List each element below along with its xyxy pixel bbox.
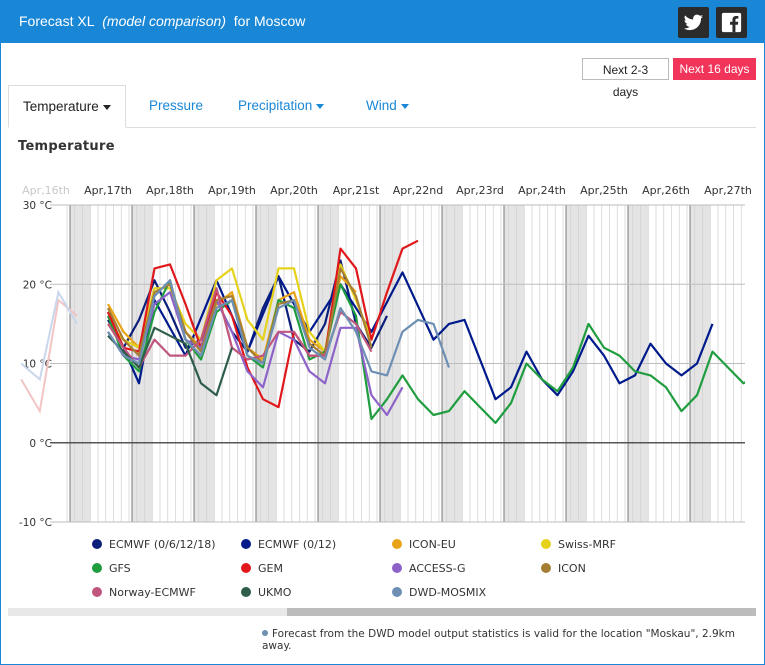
title-main: Forecast XL bbox=[19, 13, 95, 29]
legend-item[interactable]: ECMWF (0/6/12/18) bbox=[92, 538, 216, 551]
legend-marker bbox=[392, 539, 402, 549]
y-tick-label: 30 °C bbox=[23, 200, 52, 212]
legend-item[interactable]: ICON bbox=[541, 562, 586, 575]
tab-pressure[interactable]: Pressure bbox=[149, 85, 203, 127]
chevron-down-icon bbox=[400, 103, 409, 109]
temperature-chart: 30 °C 20 °C 10 °C 0 °C -10 °C Apr,16th Apr,17t… bbox=[19, 184, 752, 529]
legend-label: ACCESS-G bbox=[409, 562, 466, 575]
tab-label: Temperature bbox=[23, 99, 99, 114]
y-tick-label: 20 °C bbox=[23, 279, 52, 291]
legend-label: ICON-EU bbox=[409, 538, 456, 551]
legend-item[interactable]: ICON-EU bbox=[392, 538, 456, 551]
legend-item[interactable]: DWD-MOSMIX bbox=[392, 586, 486, 599]
chart-scrollbar-thumb[interactable] bbox=[287, 608, 756, 616]
legend-item[interactable]: ECMWF (0/12) bbox=[241, 538, 336, 551]
x-date-label: Apr,20th bbox=[270, 184, 318, 197]
legend-label: ICON bbox=[558, 562, 586, 575]
y-tick-label: -10 °C bbox=[19, 517, 52, 529]
tab-label: Precipitation bbox=[238, 98, 313, 113]
tab-label: Pressure bbox=[149, 98, 204, 113]
tab-precipitation[interactable]: Precipitation bbox=[238, 85, 325, 127]
x-date-label: Apr,21st bbox=[333, 184, 380, 197]
legend-marker bbox=[541, 563, 551, 573]
next-2-3-days-button[interactable]: Next 2-3 days bbox=[582, 58, 669, 99]
x-date-label: Apr,19th bbox=[208, 184, 256, 197]
tab-temperature[interactable]: Temperature bbox=[8, 85, 126, 128]
legend-item[interactable]: Swiss-MRF bbox=[541, 538, 616, 551]
legend-marker bbox=[241, 587, 251, 597]
y-tick-label: 10 °C bbox=[23, 359, 52, 371]
x-date-label: Apr,22nd bbox=[393, 184, 443, 197]
x-date-label: Apr,24th bbox=[518, 184, 566, 197]
x-date-label: Apr,16th bbox=[22, 184, 70, 197]
legend-label: GFS bbox=[109, 562, 131, 575]
legend-label: ECMWF (0/6/12/18) bbox=[109, 538, 216, 551]
facebook-button[interactable] bbox=[716, 7, 747, 38]
chevron-down-icon bbox=[316, 103, 325, 109]
x-date-label: Apr,23rd bbox=[456, 184, 504, 197]
facebook-icon bbox=[721, 12, 742, 33]
chevron-down-icon bbox=[102, 104, 111, 110]
x-date-label: Apr,27th bbox=[704, 184, 752, 197]
legend-label: Norway-ECMWF bbox=[109, 586, 196, 599]
footer-note-text: Forecast from the DWD model output stati… bbox=[262, 628, 735, 652]
x-date-label: Apr,18th bbox=[146, 184, 194, 197]
legend-item[interactable]: GFS bbox=[92, 562, 131, 575]
legend-marker bbox=[92, 539, 102, 549]
next-16-days-button[interactable]: Next 16 days bbox=[673, 58, 756, 80]
legend-marker bbox=[392, 563, 402, 573]
legend-item[interactable]: Norway-ECMWF bbox=[92, 586, 196, 599]
x-date-label: Apr,25th bbox=[580, 184, 628, 197]
series-line bbox=[106, 271, 714, 401]
twitter-button[interactable] bbox=[678, 7, 709, 38]
tab-bar: Temperature Pressure Precipitation Wind bbox=[8, 85, 756, 128]
legend-label: UKMO bbox=[258, 586, 292, 599]
x-date-label: Apr,17th bbox=[84, 184, 132, 197]
dwd-dot-icon bbox=[262, 630, 268, 636]
tab-wind[interactable]: Wind bbox=[366, 85, 409, 127]
footer-note: Forecast from the DWD model output stati… bbox=[262, 628, 765, 652]
legend-marker bbox=[92, 563, 102, 573]
twitter-icon bbox=[683, 14, 704, 31]
legend-marker bbox=[392, 587, 402, 597]
legend-marker bbox=[241, 539, 251, 549]
page-title: Forecast XL (model comparison) for Mosco… bbox=[19, 13, 305, 29]
section-title: Temperature bbox=[18, 139, 115, 154]
title-italic: (model comparison) bbox=[102, 13, 226, 29]
series-line bbox=[106, 279, 745, 424]
x-date-label: Apr,26th bbox=[642, 184, 690, 197]
legend-marker bbox=[541, 539, 551, 549]
legend-item[interactable]: ACCESS-G bbox=[392, 562, 466, 575]
legend-label: GEM bbox=[258, 562, 283, 575]
series-line bbox=[106, 239, 419, 409]
y-tick-label: 0 °C bbox=[29, 438, 52, 450]
history-ghost-line bbox=[20, 298, 78, 414]
legend-item[interactable]: GEM bbox=[241, 562, 283, 575]
header-bar: Forecast XL (model comparison) for Mosco… bbox=[1, 1, 764, 43]
history-ghost-line bbox=[20, 289, 78, 382]
series-line bbox=[107, 326, 234, 397]
legend-label: ECMWF (0/12) bbox=[258, 538, 337, 551]
legend-marker bbox=[241, 563, 251, 573]
title-location: for Moscow bbox=[233, 13, 306, 29]
series-line bbox=[107, 279, 451, 377]
legend-label: Swiss-MRF bbox=[558, 538, 616, 551]
tab-label: Wind bbox=[366, 98, 397, 113]
legend-marker bbox=[92, 587, 102, 597]
legend-label: DWD-MOSMIX bbox=[409, 586, 487, 599]
legend-item[interactable]: UKMO bbox=[241, 586, 291, 599]
